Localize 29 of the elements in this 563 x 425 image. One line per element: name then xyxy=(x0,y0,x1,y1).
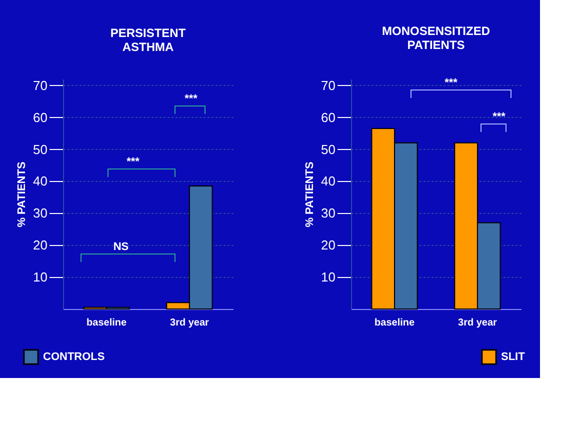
x-tick-label: baseline xyxy=(86,318,127,328)
y-tick-label: 30 xyxy=(33,206,48,221)
y-tick-label: 20 xyxy=(33,238,48,253)
y-tick-label: 70 xyxy=(33,78,48,93)
y-tick-label: 50 xyxy=(321,142,336,157)
x-tick-label: 3rd year xyxy=(170,318,210,328)
annotation: *** xyxy=(126,156,140,168)
y-tick-label: 40 xyxy=(33,174,48,189)
annotation: *** xyxy=(444,77,458,89)
y-tick-label: 50 xyxy=(33,142,48,157)
y-tick-label: 60 xyxy=(321,110,336,125)
y-tick-label: 30 xyxy=(321,206,336,221)
annotation: *** xyxy=(184,93,198,105)
y-tick-label: 10 xyxy=(33,270,48,285)
y-axis-title: % PATIENTS xyxy=(16,162,28,228)
y-tick-label: 20 xyxy=(321,238,336,253)
chart-title: PERSISTENT ASTHMA xyxy=(110,26,186,54)
x-tick-label: 3rd year xyxy=(458,318,498,328)
annotation: NS xyxy=(113,241,129,253)
y-axis-title: % PATIENTS xyxy=(304,162,316,228)
y-tick-label: 70 xyxy=(321,78,336,93)
chart-title: MONOSENSITIZED PATIENTS xyxy=(382,24,490,52)
legend-label: CONTROLS xyxy=(43,351,105,363)
y-tick-label: 10 xyxy=(321,270,336,285)
y-tick-label: 60 xyxy=(33,110,48,125)
y-tick-label: 40 xyxy=(321,174,336,189)
annotation: *** xyxy=(492,111,506,123)
legend-label: SLIT xyxy=(501,351,526,363)
x-tick-label: baseline xyxy=(374,318,415,328)
